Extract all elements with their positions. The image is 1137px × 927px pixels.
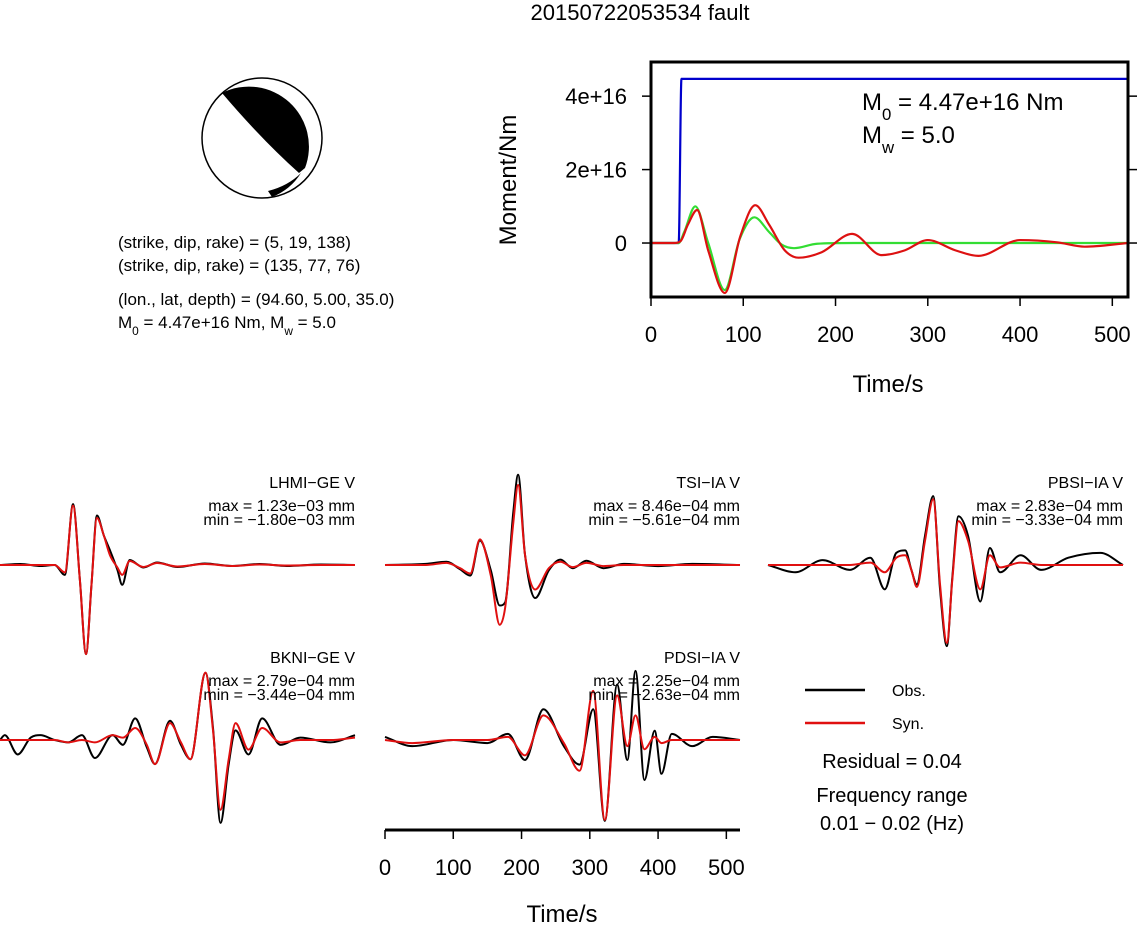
y-tick-label: 4e+16 bbox=[565, 84, 627, 109]
frequency-title: Frequency range bbox=[816, 785, 967, 807]
x-tick-label: 500 bbox=[708, 855, 745, 880]
moment-annotation-subscript: 0 bbox=[882, 105, 891, 124]
residual: Residual = 0.04 bbox=[822, 751, 962, 773]
waveform bbox=[384, 473, 741, 607]
max-label: max = 1.23e−03 mm bbox=[208, 498, 355, 515]
min-label: min = −2.63e−04 mm bbox=[588, 687, 740, 704]
max-label: max = 2.79e−04 mm bbox=[208, 673, 355, 690]
x-tick-label: 100 bbox=[725, 322, 762, 347]
station-label: BKNI−GE V bbox=[270, 650, 355, 667]
info-text: M0 = 4.47e+16 Nm, Mw = 5.0 bbox=[118, 313, 336, 338]
x-tick-label: 0 bbox=[645, 322, 657, 347]
x-tick-label: 500 bbox=[1094, 322, 1131, 347]
legend-label: Syn. bbox=[892, 716, 924, 733]
moment-line bbox=[651, 204, 1128, 295]
info-text: (strike, dip, rake) = (5, 19, 138) bbox=[118, 233, 351, 252]
moment-line bbox=[651, 205, 1128, 292]
x-tick-label: 400 bbox=[640, 855, 677, 880]
max-label: max = 8.46e−04 mm bbox=[593, 498, 740, 515]
waveform bbox=[767, 498, 1123, 644]
info-text-part: M bbox=[118, 313, 132, 332]
station-label: PBSI−IA V bbox=[1048, 475, 1123, 492]
waveform bbox=[0, 504, 355, 656]
moment-annotation-part: M bbox=[862, 122, 882, 149]
max-label: max = 2.83e−04 mm bbox=[976, 498, 1123, 515]
max-label: max = 2.25e−04 mm bbox=[593, 673, 740, 690]
plot-frame bbox=[649, 60, 1130, 299]
moment-annotation: M0 = 4.47e+16 Nm bbox=[862, 89, 1063, 124]
legend-label: Obs. bbox=[892, 683, 926, 700]
info-text: (strike, dip, rake) = (135, 77, 76) bbox=[118, 256, 360, 275]
min-label: min = −3.44e−04 mm bbox=[203, 687, 355, 704]
x-axis-label: Time/s bbox=[526, 901, 597, 927]
info-text-part: = 4.47e+16 Nm, M bbox=[139, 313, 285, 332]
moment-annotation-subscript: w bbox=[881, 138, 895, 157]
info-text-subscript: w bbox=[283, 324, 293, 338]
info-text: (lon., lat, depth) = (94.60, 5.00, 35.0) bbox=[118, 290, 394, 309]
waveform bbox=[384, 689, 740, 821]
figure-title: 20150722053534 fault bbox=[531, 0, 750, 25]
x-tick-label: 300 bbox=[571, 855, 608, 880]
x-tick-label: 400 bbox=[1002, 322, 1039, 347]
min-label: min = −1.80e−03 mm bbox=[203, 512, 355, 529]
x-tick-label: 100 bbox=[435, 855, 472, 880]
frequency-range: 0.01 − 0.02 (Hz) bbox=[820, 813, 964, 835]
y-tick-label: 2e+16 bbox=[565, 158, 627, 183]
station-label: PDSI−IA V bbox=[664, 650, 740, 667]
moment-annotation-part: = 4.47e+16 Nm bbox=[891, 89, 1063, 116]
y-tick-label: 0 bbox=[615, 231, 627, 256]
min-label: min = −3.33e−04 mm bbox=[971, 512, 1123, 529]
waveform bbox=[0, 671, 356, 811]
y-axis-label: Moment/Nm bbox=[495, 115, 522, 246]
waveform bbox=[384, 484, 740, 626]
station-label: TSI−IA V bbox=[676, 475, 740, 492]
moment-annotation-part: = 5.0 bbox=[894, 122, 955, 149]
x-tick-label: 0 bbox=[379, 855, 391, 880]
x-tick-label: 200 bbox=[503, 855, 540, 880]
min-label: min = −5.61e−04 mm bbox=[588, 512, 740, 529]
moment-annotation: Mw = 5.0 bbox=[862, 122, 955, 157]
x-axis-label: Time/s bbox=[852, 371, 923, 398]
station-label: LHMI−GE V bbox=[269, 475, 355, 492]
moment-annotation-part: M bbox=[862, 89, 882, 116]
x-tick-label: 200 bbox=[817, 322, 854, 347]
info-text-subscript: 0 bbox=[132, 324, 139, 338]
x-tick-label: 300 bbox=[909, 322, 946, 347]
info-text-part: = 5.0 bbox=[293, 313, 336, 332]
beachball bbox=[201, 77, 323, 199]
